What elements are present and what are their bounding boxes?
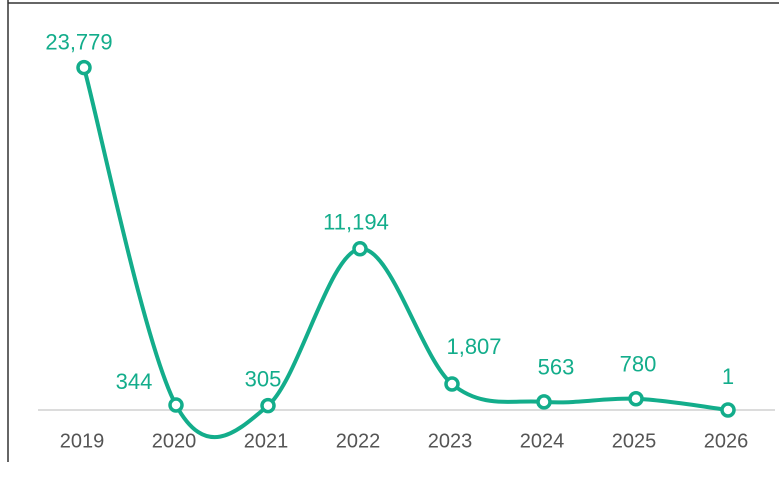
value-label: 23,779 xyxy=(45,29,112,54)
value-label: 563 xyxy=(538,355,575,380)
x-tick-label: 2019 xyxy=(60,430,105,452)
point xyxy=(444,376,460,392)
x-tick-label: 2024 xyxy=(520,430,565,452)
value-label: 344 xyxy=(116,369,153,394)
point xyxy=(168,397,184,413)
point xyxy=(352,241,368,257)
point xyxy=(628,391,644,407)
point xyxy=(536,394,552,410)
x-tick-label: 2025 xyxy=(612,430,657,452)
x-tick-label: 2020 xyxy=(152,430,197,452)
value-label: 11,194 xyxy=(323,210,389,235)
value-label: 1,807 xyxy=(446,334,501,359)
x-tick-label: 2026 xyxy=(704,430,749,452)
point xyxy=(76,59,92,76)
point xyxy=(260,397,276,414)
value-label: 780 xyxy=(620,352,657,377)
value-label: 1 xyxy=(722,364,734,389)
value-label: 305 xyxy=(245,366,282,391)
line xyxy=(82,67,729,439)
point xyxy=(720,402,736,418)
x-tick-label: 2022 xyxy=(336,430,381,452)
x-tick-label: 2023 xyxy=(428,430,473,452)
x-tick-label: 2021 xyxy=(244,430,289,452)
